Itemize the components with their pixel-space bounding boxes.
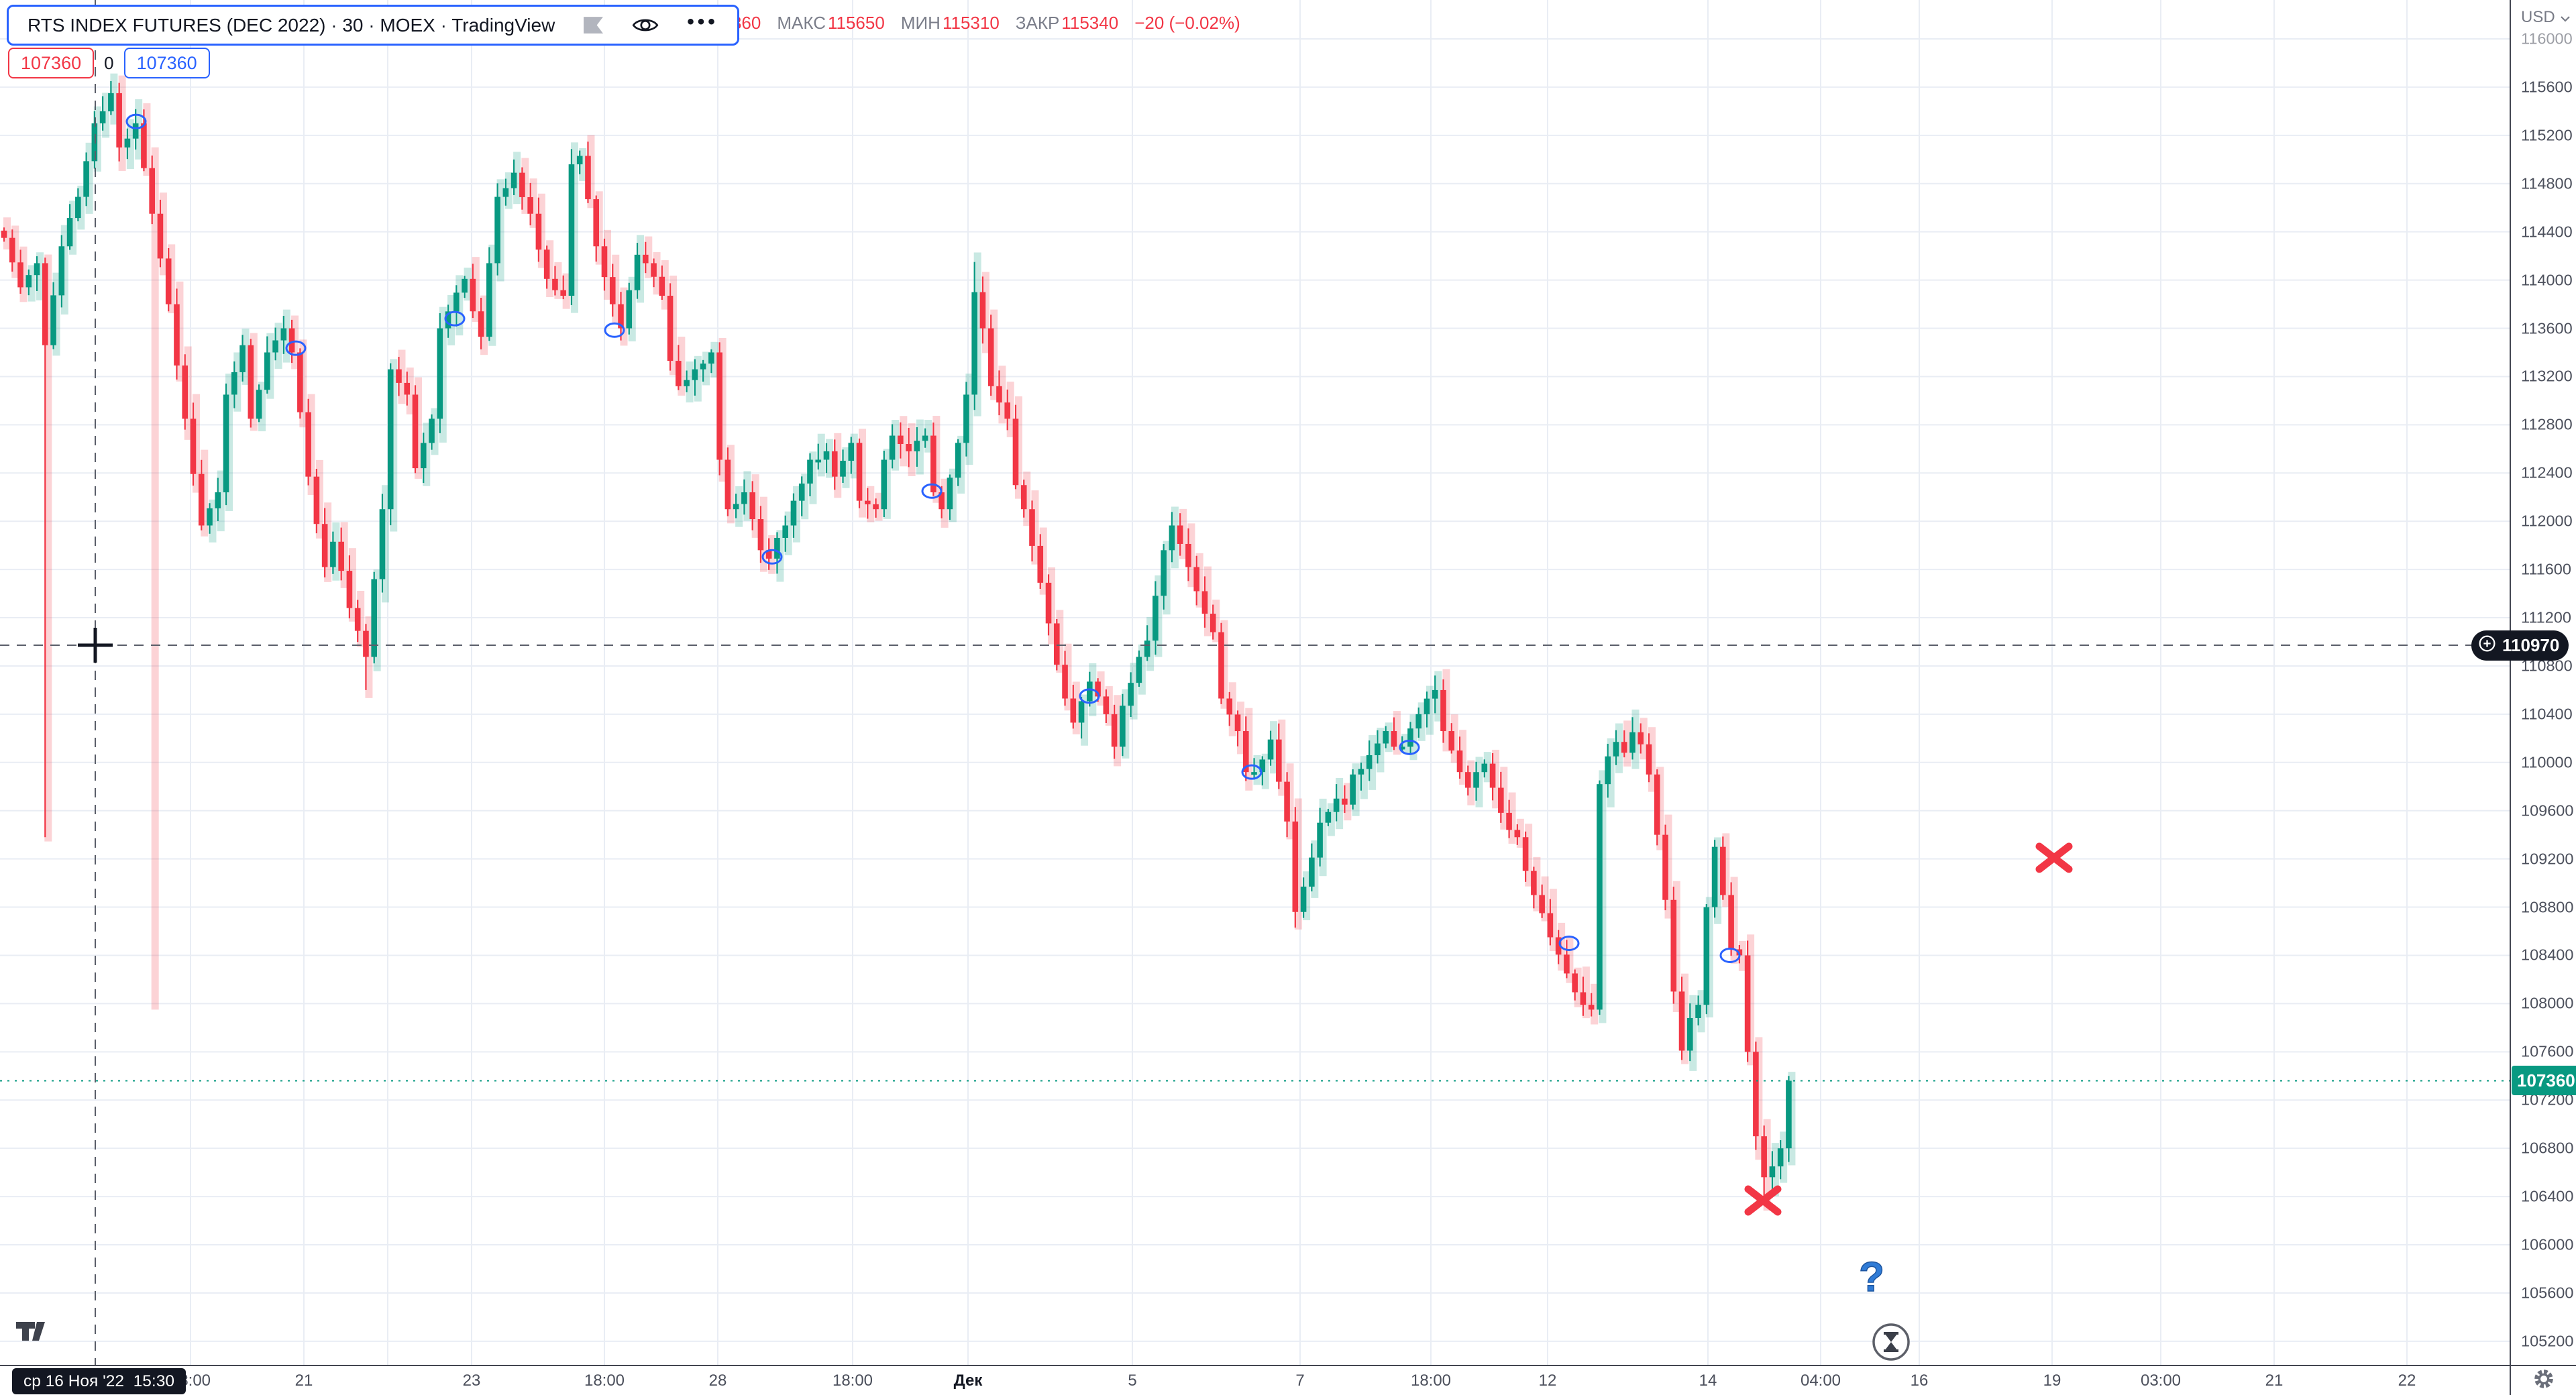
hourglass-icon[interactable]: [1872, 1323, 1910, 1361]
price-tick-label: 105600: [2521, 1284, 2574, 1302]
time-tick-label: 16: [1910, 1371, 1929, 1390]
time-tick-label: 18:00: [1410, 1371, 1452, 1390]
legend-change-value: −20 (−0.02%): [1134, 13, 1240, 33]
last-price-badge: 107360: [2512, 1066, 2576, 1095]
red-x-marker[interactable]: [2035, 842, 2073, 873]
time-tick-label: 21: [294, 1371, 313, 1390]
blue-circle-marker[interactable]: [604, 322, 625, 338]
legend-high-label: МАКС: [777, 13, 826, 33]
price-scale[interactable]: USD 116000 115600 115200 114800 114400 114000…: [2510, 0, 2576, 1365]
time-tick-label: 18:00: [832, 1371, 873, 1390]
time-tick-label: 7: [1295, 1371, 1305, 1390]
price-tick-label: 112400: [2521, 463, 2573, 482]
price-tick-label: 112800: [2521, 415, 2573, 433]
time-tick-label: 12: [1538, 1371, 1557, 1390]
price-tick-label: 115200: [2521, 126, 2573, 144]
price-tick-label: 115600: [2521, 78, 2573, 96]
crosshair-price-value: 110970: [2502, 635, 2560, 655]
price-tick-label: 108400: [2521, 946, 2574, 964]
gear-settings-icon[interactable]: [2531, 1366, 2557, 1395]
crosshair-price-badge: 110970: [2471, 630, 2569, 661]
blue-circle-marker[interactable]: [1079, 688, 1100, 704]
price-tick-label: 111600: [2521, 560, 2571, 578]
blue-circle-marker[interactable]: [125, 113, 147, 129]
currency-dropdown[interactable]: USD: [2521, 8, 2571, 27]
blue-circle-marker[interactable]: [444, 311, 466, 327]
crosshair-date-tooltip: ср 16 Ноя '22 15:30: [12, 1368, 186, 1394]
time-tick-label: 18:00: [584, 1371, 625, 1390]
time-tick-label: 5: [1128, 1371, 1137, 1390]
visibility-eye-icon[interactable]: [632, 16, 659, 34]
spread-value: 0: [104, 52, 114, 73]
blue-circle-marker[interactable]: [285, 340, 307, 356]
price-tick-label: 108800: [2521, 898, 2574, 916]
price-tick-label: 112000: [2521, 512, 2573, 530]
time-tick-label: 03:00: [2140, 1371, 2182, 1390]
buy-button[interactable]: 107360: [123, 48, 210, 78]
symbol-title: RTS INDEX FUTURES (DEC 2022) · 30 · MOEX…: [28, 14, 555, 36]
red-x-marker[interactable]: [1744, 1185, 1782, 1216]
crosshair-cursor: [78, 628, 113, 663]
time-tick-label: Дек: [953, 1371, 983, 1390]
blue-circle-marker[interactable]: [761, 549, 783, 565]
price-tick-label: 110400: [2521, 705, 2573, 723]
price-tick-label: 105200: [2521, 1332, 2574, 1350]
blue-circle-marker[interactable]: [1719, 947, 1741, 963]
blue-circle-marker[interactable]: [921, 483, 943, 499]
price-tick-label: 109200: [2521, 850, 2574, 868]
price-tick-label: 114400: [2521, 223, 2573, 241]
legend-low-label: МИН: [900, 13, 941, 33]
axis-corner: [2510, 1365, 2576, 1395]
more-options-icon[interactable]: •••: [687, 10, 718, 33]
time-scale[interactable]: ср 16 Ноя '22 15:30 18:00 21 23 18:00 28 18:0…: [0, 1365, 2510, 1395]
blue-circle-marker[interactable]: [1558, 936, 1580, 951]
time-tick-label: 21: [2265, 1371, 2284, 1390]
flag-icon[interactable]: [583, 16, 604, 34]
price-tick-label: 106400: [2521, 1187, 2574, 1205]
time-tick-label: 22: [2398, 1371, 2416, 1390]
price-tick-label: 106000: [2521, 1235, 2574, 1253]
time-tick-label: 04:00: [1800, 1371, 1841, 1390]
symbol-title-button[interactable]: RTS INDEX FUTURES (DEC 2022) · 30 · MOEX…: [7, 5, 739, 46]
blue-circle-marker[interactable]: [1399, 739, 1420, 755]
time-tick-label: 28: [708, 1371, 727, 1390]
time-tick-label: 23: [462, 1371, 481, 1390]
time-tick-label: 14: [1699, 1371, 1717, 1390]
price-tick-label: 113600: [2521, 319, 2573, 337]
time-tick-label: 19: [2043, 1371, 2061, 1390]
add-alert-plus-icon[interactable]: [2477, 634, 2497, 658]
price-tick-label: 113200: [2521, 367, 2573, 385]
legend-close-label: ЗАКР: [1015, 13, 1060, 33]
price-tick-label: 110000: [2521, 753, 2573, 771]
price-tick-label: 116000: [2521, 30, 2573, 48]
legend-close-value: 115340: [1061, 13, 1119, 33]
price-tick-label: 114800: [2521, 174, 2573, 192]
price-tick-label: 111200: [2521, 608, 2571, 626]
candlestick-chart[interactable]: ?: [0, 0, 2510, 1365]
price-tick-label: 109600: [2521, 801, 2574, 820]
tradingview-logo[interactable]: [15, 1320, 50, 1346]
sell-button[interactable]: 107360: [8, 48, 95, 78]
price-tick-label: 108000: [2521, 994, 2574, 1012]
price-tick-label: 107600: [2521, 1042, 2574, 1060]
chevron-down-icon: [2560, 8, 2571, 27]
currency-label: USD: [2521, 8, 2555, 26]
legend-high-value: 115650: [827, 13, 885, 33]
price-tick-label: 106800: [2521, 1139, 2574, 1157]
price-tick-label: 114000: [2521, 271, 2573, 289]
blue-circle-marker[interactable]: [1241, 764, 1263, 780]
question-mark-marker[interactable]: ?: [1858, 1253, 1884, 1301]
trade-panel: 107360 0 107360: [8, 48, 210, 78]
legend-low-value: 115310: [942, 13, 1000, 33]
